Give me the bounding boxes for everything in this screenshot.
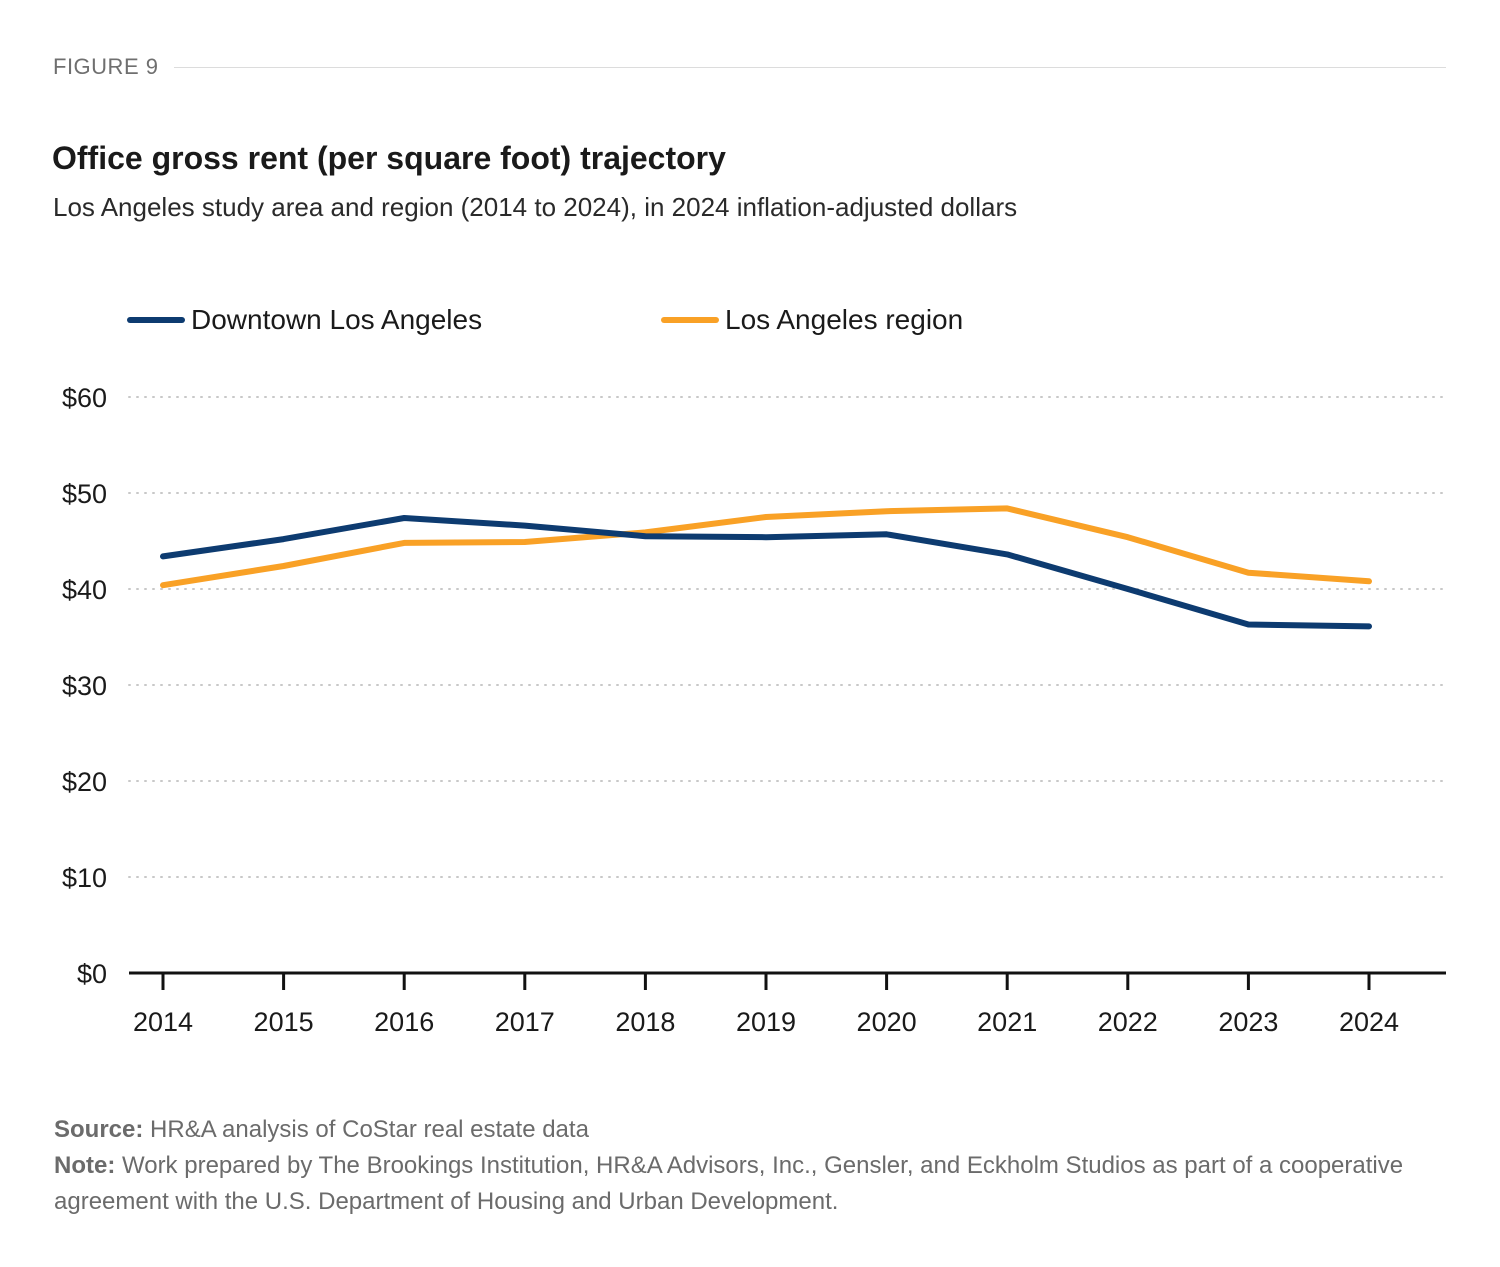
x-tick-label: 2022 — [1098, 1007, 1158, 1037]
y-tick-label: $30 — [62, 671, 107, 701]
chart-footer: Source: HR&A analysis of CoStar real est… — [54, 1112, 1454, 1220]
x-tick-label: 2019 — [736, 1007, 796, 1037]
x-tick-label: 2020 — [857, 1007, 917, 1037]
chart-subtitle: Los Angeles study area and region (2014 … — [53, 192, 1018, 222]
y-tick-label: $10 — [62, 863, 107, 893]
chart-legend: Downtown Los Angeles Los Angeles region — [0, 300, 1500, 340]
source-text: HR&A analysis of CoStar real estate data — [150, 1116, 589, 1143]
y-tick-label: $40 — [62, 575, 107, 605]
x-tick-label: 2023 — [1218, 1007, 1278, 1037]
legend-label-region: Los Angeles region — [725, 304, 964, 335]
source-line: Source: HR&A analysis of CoStar real est… — [54, 1112, 1454, 1148]
figure-label: FIGURE 9 — [53, 54, 159, 79]
x-tick-label: 2016 — [374, 1007, 434, 1037]
chart-title: Office gross rent (per square foot) traj… — [52, 140, 726, 176]
legend-swatch-region — [661, 317, 719, 323]
source-label: Source: — [54, 1116, 144, 1143]
x-tick-label: 2017 — [495, 1007, 555, 1037]
figure-label-row: FIGURE 9 — [53, 52, 1446, 82]
line-chart: $0 $10 $20 $30 $40 $50 $60 2014 2015 2016 2017 2018… — [62, 383, 1447, 1037]
x-tick-label: 2018 — [615, 1007, 675, 1037]
y-tick-label: $0 — [77, 959, 107, 989]
series-line-downtown — [160, 515, 1372, 630]
legend-label-downtown: Downtown Los Angeles — [191, 304, 483, 335]
y-tick-label: $50 — [62, 479, 107, 509]
x-tick-label: 2015 — [254, 1007, 314, 1037]
legend-item-downtown: Downtown Los Angeles — [127, 300, 482, 340]
note-text: Work prepared by The Brookings Instituti… — [54, 1152, 1404, 1215]
note-line: Note: Work prepared by The Brookings Ins… — [54, 1148, 1454, 1220]
series-line-region — [160, 505, 1372, 589]
x-tick-label: 2021 — [977, 1007, 1037, 1037]
legend-item-region: Los Angeles region — [661, 300, 963, 340]
y-tick-label: $20 — [62, 767, 107, 797]
legend-swatch-downtown — [127, 317, 185, 323]
x-tick-label: 2014 — [133, 1007, 193, 1037]
x-tick-label: 2024 — [1339, 1007, 1399, 1037]
y-tick-label: $60 — [62, 383, 107, 413]
note-label: Note: — [54, 1152, 116, 1179]
figure-label-divider — [174, 66, 1446, 68]
